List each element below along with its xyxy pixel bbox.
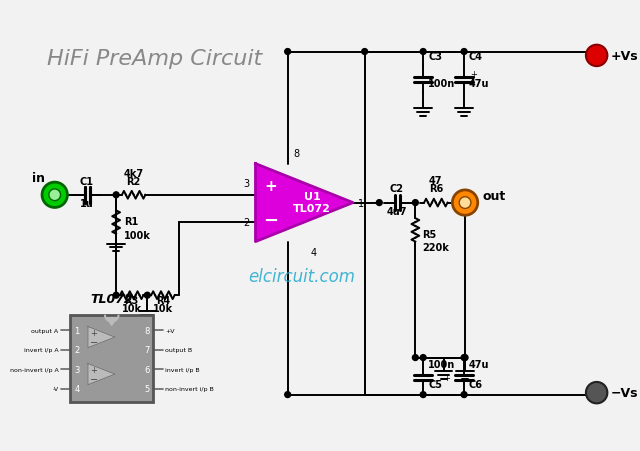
Text: 8: 8 (293, 148, 300, 158)
Text: 4: 4 (311, 248, 317, 258)
Circle shape (376, 200, 382, 206)
Text: 47u: 47u (469, 359, 490, 369)
Text: R4: R4 (156, 295, 170, 305)
Text: +: + (90, 365, 97, 374)
Text: −: − (90, 374, 98, 384)
Text: 10k: 10k (153, 303, 173, 313)
Text: 5: 5 (144, 384, 149, 393)
Text: C5: C5 (428, 379, 442, 389)
Text: TL072: TL072 (90, 292, 133, 305)
Circle shape (49, 189, 61, 201)
Polygon shape (107, 318, 116, 326)
Text: invert i/p A: invert i/p A (24, 347, 59, 353)
Text: R6: R6 (429, 184, 443, 193)
Circle shape (42, 183, 67, 208)
Text: 1: 1 (358, 198, 364, 208)
FancyBboxPatch shape (70, 315, 153, 402)
Text: 47u: 47u (469, 78, 490, 88)
Circle shape (113, 293, 119, 299)
Circle shape (452, 190, 477, 216)
Polygon shape (88, 364, 115, 385)
Text: 4k7: 4k7 (124, 169, 144, 179)
Text: 47: 47 (429, 176, 443, 186)
Text: -V: -V (52, 387, 59, 391)
Text: −Vs: −Vs (611, 387, 638, 399)
Polygon shape (88, 327, 115, 348)
Polygon shape (255, 164, 353, 242)
Text: 100k: 100k (124, 230, 151, 240)
Text: out: out (483, 189, 506, 202)
Text: +: + (470, 70, 477, 79)
Circle shape (461, 50, 467, 55)
Text: 2: 2 (243, 217, 250, 228)
Circle shape (362, 50, 367, 55)
Circle shape (462, 355, 468, 361)
Text: non-invert i/p B: non-invert i/p B (165, 387, 214, 391)
Text: 1u: 1u (80, 199, 93, 209)
Circle shape (285, 50, 291, 55)
Circle shape (586, 46, 607, 67)
Text: −: − (264, 212, 278, 230)
Text: 4: 4 (74, 384, 79, 393)
Text: C6: C6 (469, 379, 483, 389)
Text: 4u7: 4u7 (387, 207, 407, 217)
Circle shape (285, 392, 291, 398)
Text: TL072: TL072 (293, 204, 331, 214)
Text: invert i/p B: invert i/p B (165, 367, 200, 372)
Text: +V: +V (165, 328, 174, 333)
Text: 100n: 100n (428, 78, 455, 88)
Text: +: + (444, 373, 451, 382)
Circle shape (461, 355, 467, 361)
Text: output A: output A (31, 328, 59, 333)
Text: R3: R3 (125, 295, 139, 305)
Text: 8: 8 (144, 326, 149, 335)
Text: 10k: 10k (122, 303, 142, 313)
Text: in: in (31, 172, 45, 185)
Text: 220k: 220k (422, 243, 449, 253)
Text: elcircuit.com: elcircuit.com (248, 267, 355, 285)
Circle shape (412, 355, 419, 361)
Circle shape (420, 50, 426, 55)
Text: +: + (265, 178, 278, 193)
Circle shape (460, 197, 471, 209)
Text: C4: C4 (469, 52, 483, 62)
Text: 7: 7 (144, 345, 149, 354)
Text: 3: 3 (244, 179, 250, 189)
Circle shape (420, 355, 426, 361)
Text: 100n: 100n (428, 359, 455, 369)
Circle shape (461, 392, 467, 398)
Text: C1: C1 (80, 177, 94, 187)
Text: 1: 1 (74, 326, 79, 335)
Circle shape (586, 382, 607, 404)
Text: −: − (90, 337, 98, 347)
Text: C2: C2 (390, 184, 404, 193)
Text: non-invert i/p A: non-invert i/p A (10, 367, 59, 372)
Text: U1: U1 (303, 191, 321, 201)
Text: HiFi PreAmp Circuit: HiFi PreAmp Circuit (47, 49, 263, 69)
Circle shape (412, 200, 419, 206)
Text: 3: 3 (74, 365, 79, 374)
Text: R2: R2 (127, 177, 141, 187)
Text: 2: 2 (74, 345, 79, 354)
Text: C3: C3 (428, 52, 442, 62)
Text: R1: R1 (124, 216, 138, 226)
Text: 6: 6 (144, 365, 149, 374)
Circle shape (113, 193, 119, 198)
Text: R5: R5 (422, 229, 436, 239)
Text: +: + (90, 328, 97, 337)
Circle shape (145, 293, 150, 299)
Text: output B: output B (165, 347, 192, 353)
Text: +Vs: +Vs (611, 50, 638, 63)
Circle shape (420, 392, 426, 398)
